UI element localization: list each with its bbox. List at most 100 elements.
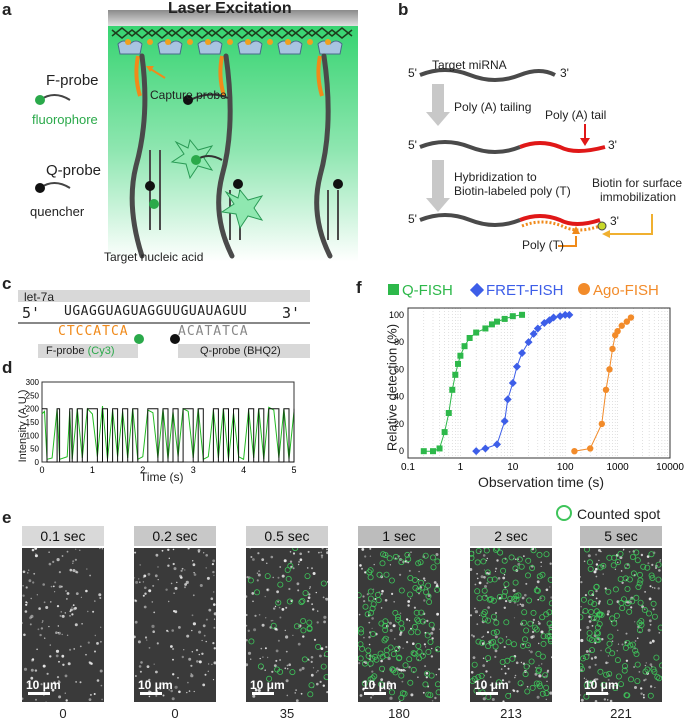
q-probe-text: Q-probe [200, 345, 241, 357]
trace-ytick: 150 [26, 418, 40, 427]
detection-ytick: 100 [389, 310, 404, 320]
scale-bar [252, 692, 274, 695]
trace-ytick: 200 [26, 405, 40, 414]
fret-fish-point [512, 362, 521, 371]
legend-q-fish-text: Q-FISH [402, 282, 453, 299]
bhq2-text: (BHQ2) [243, 345, 281, 357]
q-fish-point [420, 448, 427, 455]
scale-label: 10 μm [138, 678, 173, 692]
scale-label: 10 μm [584, 678, 619, 692]
spot-count: 0 [59, 706, 67, 721]
fret-fish-point [503, 395, 512, 404]
ago-fish-point [609, 345, 616, 353]
q-fish-point [461, 343, 468, 350]
scale-label: 10 μm [362, 678, 397, 692]
detection-chart: 100 80 60 40 20 0 0.1 1 10 100 1000 10000 [389, 307, 684, 473]
ago-fish-point [602, 386, 610, 394]
frame-time-label: 2 sec [470, 526, 552, 546]
legend-diamond-icon [469, 282, 485, 298]
microscopy-frame: 10 μm [470, 548, 552, 702]
microscopy-frame: 10 μm [358, 548, 440, 702]
panel-a-label: a [2, 0, 12, 19]
trace-step-series [42, 408, 295, 463]
q-fish-point [494, 318, 501, 325]
microscopy-frame: 10 μm [134, 548, 216, 702]
fret-fish-point [500, 417, 509, 426]
trace-xtick: 5 [291, 465, 296, 475]
scale-bar [586, 692, 608, 695]
ago-fish-point [587, 445, 594, 452]
fret-fish-point [524, 338, 533, 347]
q-fish-point [519, 311, 526, 318]
detection-axes-frame [407, 307, 671, 459]
detection-xtick: 100 [557, 462, 574, 473]
poly-t-label: Poly (T) [522, 238, 564, 252]
spot-count: 35 [279, 706, 295, 721]
counted-spot-legend: Counted spot [556, 505, 660, 522]
panel-e-label: e [2, 508, 12, 527]
three-prime-3: 3' [610, 214, 619, 228]
detection-xtick: 10000 [656, 462, 684, 473]
bhq2-dot [170, 334, 180, 344]
detection-ylabel: Relative detection (%) [384, 323, 400, 452]
fret-fish-point [561, 310, 570, 319]
target-mirna-label: Target miRNA [432, 58, 507, 72]
capture-probe-label: Capture probe [150, 88, 227, 102]
spot-count: 221 [610, 706, 632, 721]
series-line [476, 314, 570, 452]
microscopy-frame: 10 μm [246, 548, 328, 702]
quencher-label: quencher [30, 204, 85, 219]
q-probe-box [178, 344, 310, 358]
ago-fish-point [606, 366, 613, 373]
panel-a-illustration [35, 10, 358, 262]
fret-fish-point [556, 312, 565, 321]
poly-a-tail-label: Poly (A) tail [545, 108, 607, 122]
scale-label: 10 μm [250, 678, 285, 692]
detection-xlabel: Observation time (s) [478, 474, 605, 490]
q-probe-caption: Q-probe (BHQ2) [200, 345, 281, 357]
q-fish-point [452, 371, 459, 378]
trace-ytick: 100 [26, 431, 40, 440]
panel-b-illustration [419, 68, 653, 247]
fluorophore-label: fluorophore [32, 112, 98, 127]
q-fish-point [482, 325, 489, 332]
q-fish-point [441, 429, 448, 436]
let7a-header [18, 290, 310, 302]
detection-xtick: 1 [458, 462, 464, 473]
fret-fish-point [533, 324, 542, 333]
scale-bar [140, 692, 162, 695]
panel-b-label: b [398, 0, 409, 19]
fret-fish-point [549, 313, 558, 322]
q-fish-point [457, 352, 464, 359]
fret-fish-point [540, 319, 549, 327]
intensity-trace-chart: 300 250 200 150 100 50 00 1 2 3 4 5 [26, 378, 297, 475]
f-probe-caption: F-probe (Cy3) [46, 345, 114, 357]
trace-ytick: 0 [35, 458, 40, 467]
legend-circle-icon [578, 283, 590, 295]
frame-time-label: 0.1 sec [22, 526, 104, 546]
legend-q-fish: Q-FISH [388, 282, 453, 299]
legend-fret-fish-text: FRET-FISH [486, 282, 564, 299]
q-probe-label: Q-probe [46, 162, 102, 179]
biotin-label-line2: immobilization [600, 190, 677, 204]
trace-ytick: 300 [26, 378, 40, 387]
cy3-text: (Cy3) [87, 345, 115, 357]
trace-xtick: 4 [241, 465, 246, 475]
scale-label: 10 μm [474, 678, 509, 692]
q-fish-point [466, 335, 473, 341]
ago-fish-point [623, 318, 631, 325]
detection-ytick: 80 [394, 337, 404, 347]
fret-fish-point [508, 379, 517, 387]
frame-time-label: 0.2 sec [134, 526, 216, 546]
detection-xtick: 0.1 [401, 462, 415, 473]
fret-fish-point [472, 447, 481, 456]
scale-bar [364, 692, 386, 695]
frame-time-label: 0.5 sec [246, 526, 328, 546]
trace-xtick: 3 [191, 465, 196, 475]
q-probe-sequence: ACATATCA [178, 324, 249, 339]
poly-a-tailing-label: Poly (A) tailing [454, 100, 532, 114]
fret-fish-point [565, 310, 574, 319]
counted-spot-text: Counted spot [577, 506, 661, 522]
hybridization-label: Hybridization to [454, 170, 537, 184]
fret-fish-point [481, 444, 490, 453]
